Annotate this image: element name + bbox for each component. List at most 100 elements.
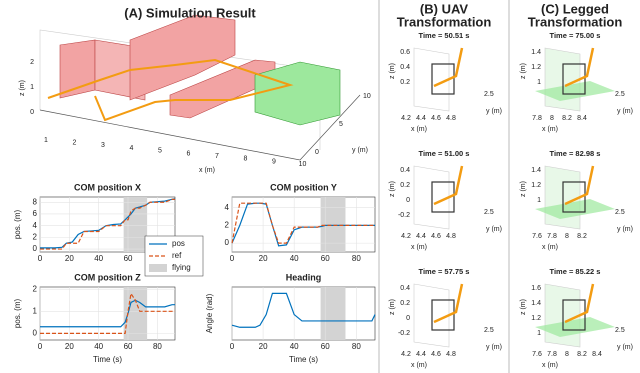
x-tick-label: 4.8 (446, 233, 456, 240)
y-tick-label: 2.5 (615, 209, 625, 216)
y-tick-label: 5 (339, 121, 343, 128)
legend-label: ref (172, 251, 182, 260)
x-tick-label: 4.8 (446, 115, 456, 122)
y-tick-label: 2.5 (615, 91, 625, 98)
x-tick-label: 10 (299, 161, 307, 168)
y-tick-label: 2 (33, 232, 38, 241)
ground (535, 199, 615, 219)
z-tick-label: 0 (30, 109, 34, 116)
trajectory (564, 165, 595, 206)
time-label: Time = 51.00 s (419, 149, 470, 158)
x-tick-label: 80 (352, 254, 361, 263)
chart-title: Heading (286, 272, 322, 282)
x-tick-label: 7.6 (532, 351, 542, 358)
x-tick-label: 40 (94, 254, 103, 263)
shaded-region (320, 197, 346, 252)
x-tick-label: 4.6 (431, 351, 441, 358)
x-axis-label: x (m) (411, 362, 427, 369)
z-tick-label: 0.4 (400, 285, 410, 292)
x-axis-label: x (m) (542, 126, 558, 133)
x-tick-label: 8.2 (577, 351, 587, 358)
x-tick-label: 4 (130, 145, 134, 152)
x-tick-label: 40 (290, 254, 299, 263)
legend-swatch (149, 264, 167, 272)
z-tick-label: 1 (30, 84, 34, 91)
z-axis-label: z (m) (520, 181, 527, 197)
z-tick-label: 2 (30, 59, 34, 66)
z-tick-label: 0 (406, 315, 410, 322)
panel-title: (C) Legged (541, 1, 609, 16)
y-axis-label: pos. (m) (13, 210, 22, 240)
x-axis-label: x (m) (411, 126, 427, 133)
y-tick-label: 2.5 (484, 209, 494, 216)
x-tick-label: 40 (290, 342, 299, 351)
y-axis-label: y (m) (486, 344, 502, 351)
trajectory (564, 283, 595, 324)
y-tick-label: 8 (33, 197, 38, 206)
time-label: Time = 82.98 s (550, 149, 601, 158)
y-tick-label: 2 (225, 220, 230, 229)
z-tick-label: 1.4 (531, 300, 541, 307)
y-tick-label: 4 (33, 221, 38, 230)
plot-frame (413, 47, 450, 112)
panel-title: Transformation (397, 14, 492, 29)
z-tick-label: 0.2 (400, 300, 410, 307)
x-tick-label: 4.2 (401, 233, 411, 240)
line-series (231, 202, 375, 244)
x-tick-label: 4.6 (431, 233, 441, 240)
y-tick-label: 2.5 (484, 327, 494, 334)
plot-area (231, 286, 376, 341)
z-tick-label: 1 (537, 197, 541, 204)
time-label: Time = 50.51 s (419, 31, 470, 40)
line-series (40, 292, 175, 334)
y-tick-label: 0 (33, 328, 38, 337)
z-tick-label: 1.4 (531, 167, 541, 174)
x-axis-label: Time (s) (93, 355, 122, 364)
x-tick-label: 8 (565, 233, 569, 240)
x-tick-label: 8 (565, 351, 569, 358)
x-tick-label: 4.6 (431, 115, 441, 122)
trajectory (433, 283, 464, 324)
z-tick-label: 0.6 (400, 49, 410, 56)
x-axis-label: Time (s) (289, 355, 318, 364)
x-tick-label: 7.8 (547, 351, 557, 358)
y-tick-label: 2.5 (615, 327, 625, 334)
y-tick-label: 4 (225, 203, 230, 212)
plot-area (39, 286, 176, 341)
panel-title: (A) Simulation Result (124, 5, 256, 20)
chart-title: COM position X (74, 182, 141, 192)
x-tick-label: 0 (38, 254, 43, 263)
x-axis-label: x (m) (411, 244, 427, 251)
robot (431, 63, 455, 95)
x-tick-label: 8.2 (577, 233, 587, 240)
plot-area (231, 196, 376, 253)
robot (431, 299, 455, 331)
plot-frame (413, 165, 450, 230)
x-tick-label: 6 (187, 150, 191, 157)
z-tick-label: 0.4 (400, 167, 410, 174)
y-axis-label: y (m) (486, 108, 502, 115)
x-tick-label: 20 (65, 342, 74, 351)
x-tick-label: 2 (73, 140, 77, 147)
legend-label: flying (172, 263, 191, 272)
time-label: Time = 57.75 s (419, 267, 470, 276)
trajectory (433, 165, 464, 206)
panel-title: (B) UAV (420, 1, 468, 16)
y-axis-label: y (m) (352, 147, 368, 154)
x-tick-label: 80 (352, 342, 361, 351)
line-series (40, 299, 175, 328)
x-tick-label: 8 (244, 156, 248, 163)
y-tick-label: 1 (33, 306, 38, 315)
x-tick-label: 4.4 (416, 115, 426, 122)
x-tick-label: 8.4 (577, 115, 587, 122)
robot (562, 181, 586, 213)
ground (535, 317, 615, 337)
y-tick-label: 2.5 (484, 91, 494, 98)
z-tick-label: 1 (537, 79, 541, 86)
y-axis-label: y (m) (617, 344, 633, 351)
x-tick-label: 4.2 (401, 115, 411, 122)
y-axis-label: Angle (rad) (205, 293, 214, 333)
x-tick-label: 7 (215, 153, 219, 160)
